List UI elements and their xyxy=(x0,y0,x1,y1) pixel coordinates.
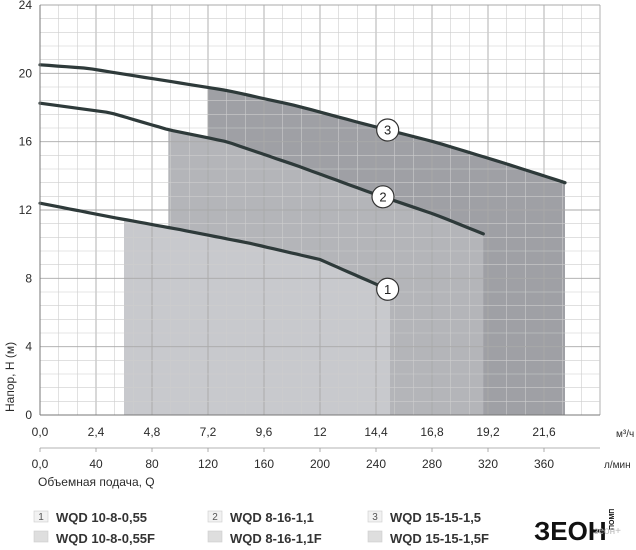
curve-marker-3 xyxy=(376,118,400,142)
y-tick-label: 24 xyxy=(19,0,33,12)
head-curve-3 xyxy=(38,63,567,185)
watermark-text: зеон+ xyxy=(594,526,621,537)
x-tick-label-m3h: 7,2 xyxy=(200,425,217,439)
curve-marker-1 xyxy=(376,277,400,301)
x-tick-label-m3h: 12 xyxy=(313,425,327,439)
legend-model-name: WQD 10-8-0,55F xyxy=(56,531,155,546)
legend-model-name: WQD 10-8-0,55 xyxy=(56,510,147,525)
x-axis-title: Объемная подача, Q xyxy=(38,475,155,489)
y-axis-title: Напор, H (м) xyxy=(3,342,17,412)
y-tick-label: 4 xyxy=(25,340,32,354)
brand-logo: ЗЕОН ПОМП зеон+ xyxy=(534,509,621,546)
x-tick-label-m3h: 19,2 xyxy=(476,425,500,439)
y-tick-label: 16 xyxy=(19,135,33,149)
x-tick-label-m3h: 0,0 xyxy=(32,425,49,439)
y-tick-label: 0 xyxy=(25,408,32,422)
x-tick-label-m3h: 9,6 xyxy=(256,425,273,439)
x-tick-label-lmin: 360 xyxy=(534,457,554,471)
legend-model-name: WQD 8-16-1,1F xyxy=(230,531,322,546)
x-tick-label-lmin: 160 xyxy=(254,457,274,471)
legend-model-name: WQD 8-16-1,1 xyxy=(230,510,314,525)
legend-model-name: WQD 15-15-1,5F xyxy=(390,531,489,546)
legend-number: 3 xyxy=(372,512,378,523)
x-tick-label-lmin: 0,0 xyxy=(32,457,49,471)
logo-text: ЗЕОН xyxy=(534,516,607,546)
operating-region-1 xyxy=(124,219,390,415)
x-unit-secondary: л/мин xyxy=(604,460,631,471)
legend-number: 2 xyxy=(212,512,218,523)
x-tick-label-m3h: 2,4 xyxy=(88,425,105,439)
logo-subtext: ПОМП xyxy=(609,509,616,530)
curve-label-1: 1 xyxy=(384,282,391,297)
legend-number: 1 xyxy=(38,512,44,523)
y-tick-label: 20 xyxy=(19,66,33,80)
x-tick-label-lmin: 80 xyxy=(145,457,159,471)
head-curve-2 xyxy=(38,101,485,236)
x-tick-label-lmin: 200 xyxy=(310,457,330,471)
x-tick-label-m3h: 14,4 xyxy=(364,425,388,439)
legend-number-box xyxy=(367,510,383,523)
x-tick-label-lmin: 280 xyxy=(422,457,442,471)
curve-label-2: 2 xyxy=(379,189,386,204)
x-tick-label-lmin: 40 xyxy=(89,457,103,471)
x-tick-label-lmin: 320 xyxy=(478,457,498,471)
x-tick-label-lmin: 120 xyxy=(198,457,218,471)
legend-swatch xyxy=(367,530,383,543)
curve-marker-2 xyxy=(371,185,395,209)
legend: 1 WQD 10-8-0,55 WQD 10-8-0,55F 2 WQD 8-16-1,… xyxy=(33,510,489,546)
x-tick-label-m3h: 4,8 xyxy=(144,425,161,439)
y-tick-label: 12 xyxy=(19,203,33,217)
legend-number-box xyxy=(207,510,223,523)
x-unit-primary: м³/ч xyxy=(616,429,634,440)
head-curve-1 xyxy=(38,201,392,292)
legend-swatch xyxy=(207,530,223,543)
x-tick-label-lmin: 240 xyxy=(366,457,386,471)
legend-number-box xyxy=(33,510,49,523)
head-curves: 1 2 3 xyxy=(38,63,567,301)
curve-label-3: 3 xyxy=(384,122,391,137)
legend-swatch xyxy=(33,530,49,543)
x-tick-label-m3h: 21,6 xyxy=(532,425,556,439)
legend-model-name: WQD 15-15-1,5 xyxy=(390,510,481,525)
x-tick-label-m3h: 16,8 xyxy=(420,425,444,439)
y-tick-label: 8 xyxy=(25,271,32,285)
